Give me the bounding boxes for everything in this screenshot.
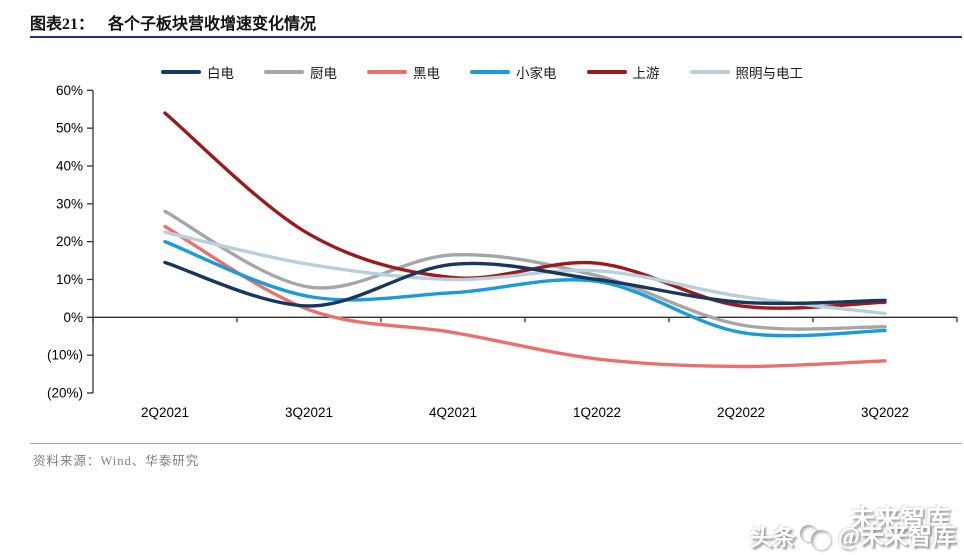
series-line-4 (163, 239, 887, 338)
chart-header: 图表21： 各个子板块营收增速变化情况 (30, 10, 962, 38)
legend-swatch (586, 70, 627, 74)
y-axis-label: 50% (56, 121, 83, 136)
legend-swatch (470, 70, 510, 74)
series-line-1 (163, 260, 887, 308)
y-axis-label: (20%) (47, 385, 83, 400)
source-divider (30, 443, 962, 444)
legend-item: 上游 (586, 62, 660, 82)
watermark: 未来智库 头条 @未来智库 (749, 505, 956, 551)
legend-item: 白电 (161, 62, 234, 82)
legend-item: 黑电 (367, 62, 440, 82)
y-axis-label: 0% (63, 310, 83, 325)
x-axis-label: 1Q2022 (573, 405, 621, 420)
legend-swatch (161, 70, 201, 74)
chart-number-label: 图表21： (30, 16, 95, 33)
legend-item: 小家电 (470, 62, 557, 82)
series-line-3 (163, 224, 887, 369)
legend-swatch (367, 70, 407, 74)
legend-label: 厨电 (310, 66, 337, 81)
watermark-handle: @未来智库 (837, 524, 956, 551)
legend-label: 黑电 (413, 66, 440, 81)
y-axis-label: 10% (56, 272, 83, 287)
y-axis-label: 40% (56, 158, 83, 173)
x-axis-label: 3Q2021 (285, 405, 333, 420)
legend-swatch (689, 70, 730, 74)
series-line-6 (163, 230, 887, 316)
series-line-2 (163, 209, 887, 331)
legend-label: 白电 (207, 66, 234, 81)
title-underline (30, 36, 962, 38)
toutiao-faces-icon (799, 525, 834, 551)
chart-legend: 白电 厨电 黑电 小家电 上游 照明与电工 (0, 62, 964, 82)
watermark-ghost-text: 未来智库 (849, 505, 950, 533)
y-axis-label: 20% (56, 234, 83, 249)
x-axis-label: 4Q2021 (429, 405, 477, 420)
legend-swatch (264, 70, 304, 74)
x-axis-label: 2Q2021 (141, 405, 189, 420)
page-title: 各个子板块营收增速变化情况 (108, 16, 317, 33)
legend-label: 上游 (632, 66, 660, 81)
y-axis-label: (10%) (47, 348, 83, 363)
series-line-5 (163, 111, 887, 310)
y-axis-label: 30% (56, 196, 83, 211)
x-axis-label: 3Q2022 (861, 405, 909, 420)
watermark-brand: 头条 (749, 524, 796, 550)
source-note: 资料来源：Wind、华泰研究 (33, 454, 200, 468)
legend-item: 厨电 (264, 62, 337, 82)
legend-label: 照明与电工 (735, 66, 804, 81)
legend-label: 小家电 (516, 66, 557, 81)
legend-item: 照明与电工 (689, 62, 804, 82)
x-axis-label: 2Q2022 (717, 405, 765, 420)
y-axis-label: 60% (56, 83, 83, 98)
